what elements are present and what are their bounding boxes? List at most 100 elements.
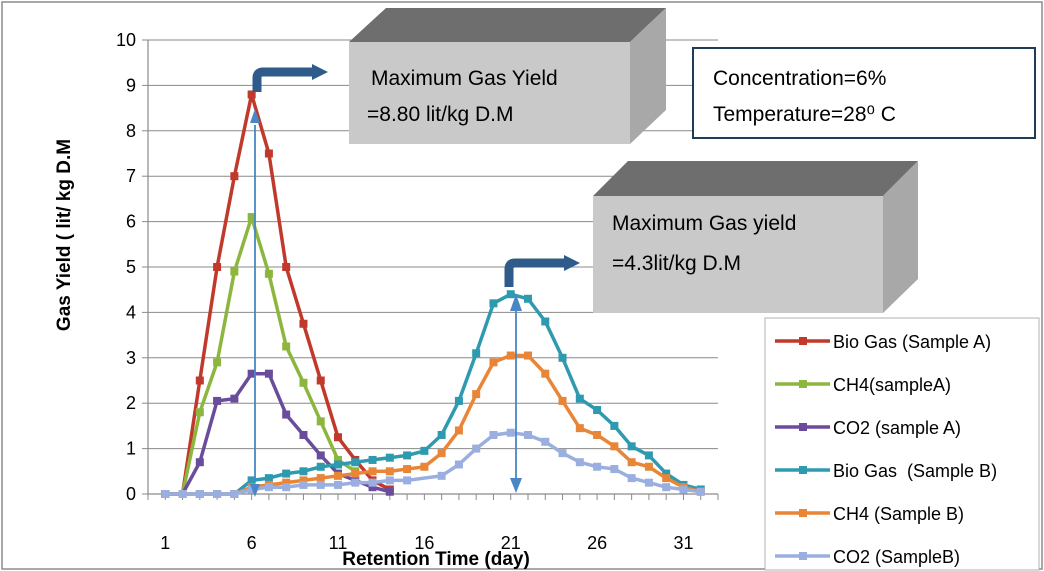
data-point — [593, 462, 602, 471]
data-point — [610, 442, 619, 451]
data-point — [213, 490, 222, 498]
data-point — [195, 408, 204, 417]
data-point — [403, 465, 412, 474]
y-tick-label: 10 — [116, 30, 136, 50]
annotation-box-a-front — [349, 42, 630, 144]
x-tick-label: 6 — [247, 533, 257, 553]
x-tick-label: 11 — [329, 533, 348, 553]
legend-label: CO2 (SampleB) — [833, 547, 960, 567]
data-point — [506, 351, 515, 360]
series-6 — [161, 428, 705, 498]
data-point — [696, 487, 705, 496]
data-point — [264, 269, 273, 278]
info-box-line2: Temperature=28⁰ C — [713, 103, 896, 126]
data-point — [316, 417, 325, 426]
x-tick-label: 31 — [673, 533, 693, 553]
x-tick-label: 16 — [414, 533, 434, 553]
data-point — [420, 446, 429, 455]
data-point — [558, 353, 567, 362]
data-point — [593, 406, 602, 415]
data-point — [351, 458, 360, 467]
annotation-box-a-side — [630, 8, 666, 144]
x-axis-title: Retention Time (day) — [342, 549, 530, 570]
data-point — [472, 349, 481, 358]
data-point — [489, 430, 498, 439]
x-tick-label: 1 — [160, 533, 170, 553]
data-point — [437, 471, 446, 480]
data-point — [437, 449, 446, 458]
y-tick-label: 6 — [126, 212, 136, 232]
data-point — [299, 467, 308, 476]
data-point — [351, 469, 360, 478]
data-point — [230, 490, 239, 498]
data-point — [316, 451, 325, 460]
data-point — [264, 369, 273, 378]
data-point — [213, 358, 222, 367]
data-point — [368, 483, 377, 492]
data-point — [334, 471, 342, 480]
data-point — [316, 474, 325, 483]
data-point — [610, 421, 619, 430]
data-point — [264, 474, 273, 483]
y-tick-label: 7 — [126, 166, 136, 186]
legend-swatch-marker — [799, 337, 807, 345]
data-point — [541, 437, 550, 446]
data-point — [506, 290, 515, 299]
legend-swatch-marker — [799, 423, 807, 431]
info-box-line1: Concentration=6% — [713, 67, 886, 90]
data-point — [558, 449, 567, 458]
x-tick-label: 21 — [501, 533, 521, 553]
data-point — [230, 267, 239, 276]
data-point — [472, 390, 481, 399]
data-point — [558, 396, 567, 405]
data-point — [195, 376, 204, 385]
data-point — [299, 378, 308, 387]
data-point — [316, 376, 325, 385]
y-tick-label: 2 — [126, 393, 136, 413]
data-point — [541, 369, 550, 378]
x-tick-label: 26 — [587, 533, 607, 553]
data-point — [593, 430, 602, 439]
data-point — [230, 394, 239, 403]
data-point — [178, 490, 187, 498]
arrow-a-callout — [252, 64, 328, 92]
annotation-box-a: Maximum Gas Yield =8.80 lit/kg D.M — [349, 8, 666, 144]
data-point — [299, 319, 308, 328]
data-point — [610, 465, 619, 474]
legend-label: CO2 (sample A) — [833, 418, 961, 438]
data-point — [420, 462, 429, 471]
y-tick-label: 5 — [126, 257, 136, 277]
data-point — [299, 476, 308, 485]
data-point — [282, 410, 291, 419]
y-tick-label: 8 — [126, 121, 136, 141]
data-point — [437, 430, 446, 439]
legend-label: Bio Gas (Sample B) — [833, 461, 997, 481]
data-point — [575, 458, 584, 467]
data-point — [282, 469, 291, 478]
annotation-box-b: Maximum Gas yield =4.3lit/kg D.M — [593, 161, 918, 313]
data-point — [213, 263, 222, 271]
data-point — [524, 430, 532, 439]
data-point — [351, 478, 360, 487]
data-point — [454, 460, 463, 469]
data-point — [316, 462, 325, 471]
data-point — [247, 485, 256, 494]
legend-swatch-marker — [799, 509, 807, 517]
data-point — [334, 433, 342, 442]
legend-swatch-marker — [799, 380, 807, 388]
data-point — [299, 480, 308, 489]
data-point — [679, 485, 688, 494]
series-line — [165, 215, 357, 496]
y-tick-label: 1 — [126, 439, 136, 459]
data-point — [247, 476, 256, 485]
annotation-a-line2: =8.80 lit/kg D.M — [367, 103, 513, 126]
legend: Bio Gas (Sample A) CH4(sampleA) CO2 (sampl… — [764, 317, 1040, 571]
data-point — [506, 428, 515, 437]
data-point — [627, 458, 636, 467]
data-point — [334, 455, 342, 464]
data-point — [368, 478, 377, 487]
data-point — [264, 483, 273, 492]
data-point — [334, 460, 342, 469]
info-box: Concentration=6% Temperature=28⁰ C — [692, 47, 1036, 139]
